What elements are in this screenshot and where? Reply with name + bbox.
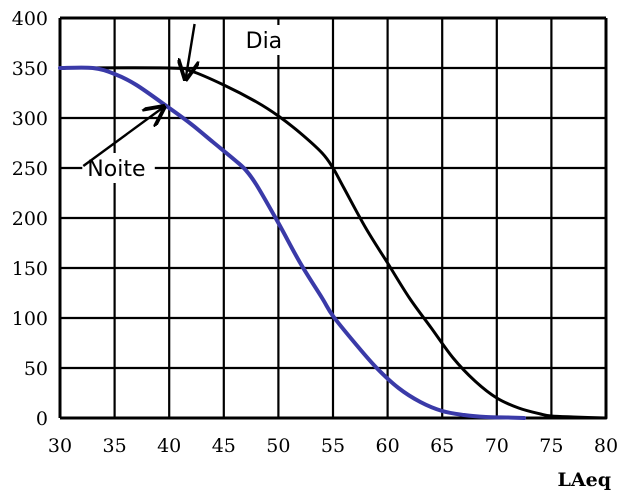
series-line-dia xyxy=(58,66,608,420)
x-tick-label-75: 75 xyxy=(539,435,563,457)
y-tick-label-200: 200 xyxy=(12,208,48,230)
y-tick-label-150: 150 xyxy=(12,258,48,280)
grid xyxy=(58,16,608,420)
y-tick-label-0: 0 xyxy=(36,408,48,430)
annotation-layer: Dia Noite xyxy=(82,23,289,183)
x-tick-label-60: 60 xyxy=(376,435,400,457)
y-tick-label-250: 250 xyxy=(12,158,48,180)
x-tick-label-50: 50 xyxy=(266,435,290,457)
y-tick-label-400: 400 xyxy=(12,8,48,30)
y-tick-label-50: 50 xyxy=(24,358,48,380)
y-tick-label-300: 300 xyxy=(12,108,48,130)
tick-label-layer: 30 35 40 45 50 55 60 65 70 75 80 0 50 100 150 200 250 300… xyxy=(12,8,618,457)
annotation-dia-label: Dia xyxy=(246,29,283,54)
series-line-noite xyxy=(58,65,527,420)
x-tick-label-55: 55 xyxy=(321,435,345,457)
series-layer xyxy=(58,65,608,420)
x-tick-label-65: 65 xyxy=(430,435,454,457)
x-tick-label-80: 80 xyxy=(594,435,618,457)
x-tick-label-70: 70 xyxy=(485,435,509,457)
x-axis-title: LAeq xyxy=(558,469,611,491)
annotation-dia-arrow xyxy=(186,23,195,79)
y-tick-label-350: 350 xyxy=(12,58,48,80)
annotation-noite-arrow xyxy=(82,107,163,167)
x-tick-label-30: 30 xyxy=(48,435,72,457)
x-tick-label-45: 45 xyxy=(212,435,236,457)
y-tick-label-100: 100 xyxy=(12,308,48,330)
x-tick-label-40: 40 xyxy=(157,435,181,457)
annotation-dia-backdrop xyxy=(240,25,289,55)
x-tick-label-35: 35 xyxy=(103,435,127,457)
annotation-noite-label: Noite xyxy=(87,157,145,182)
